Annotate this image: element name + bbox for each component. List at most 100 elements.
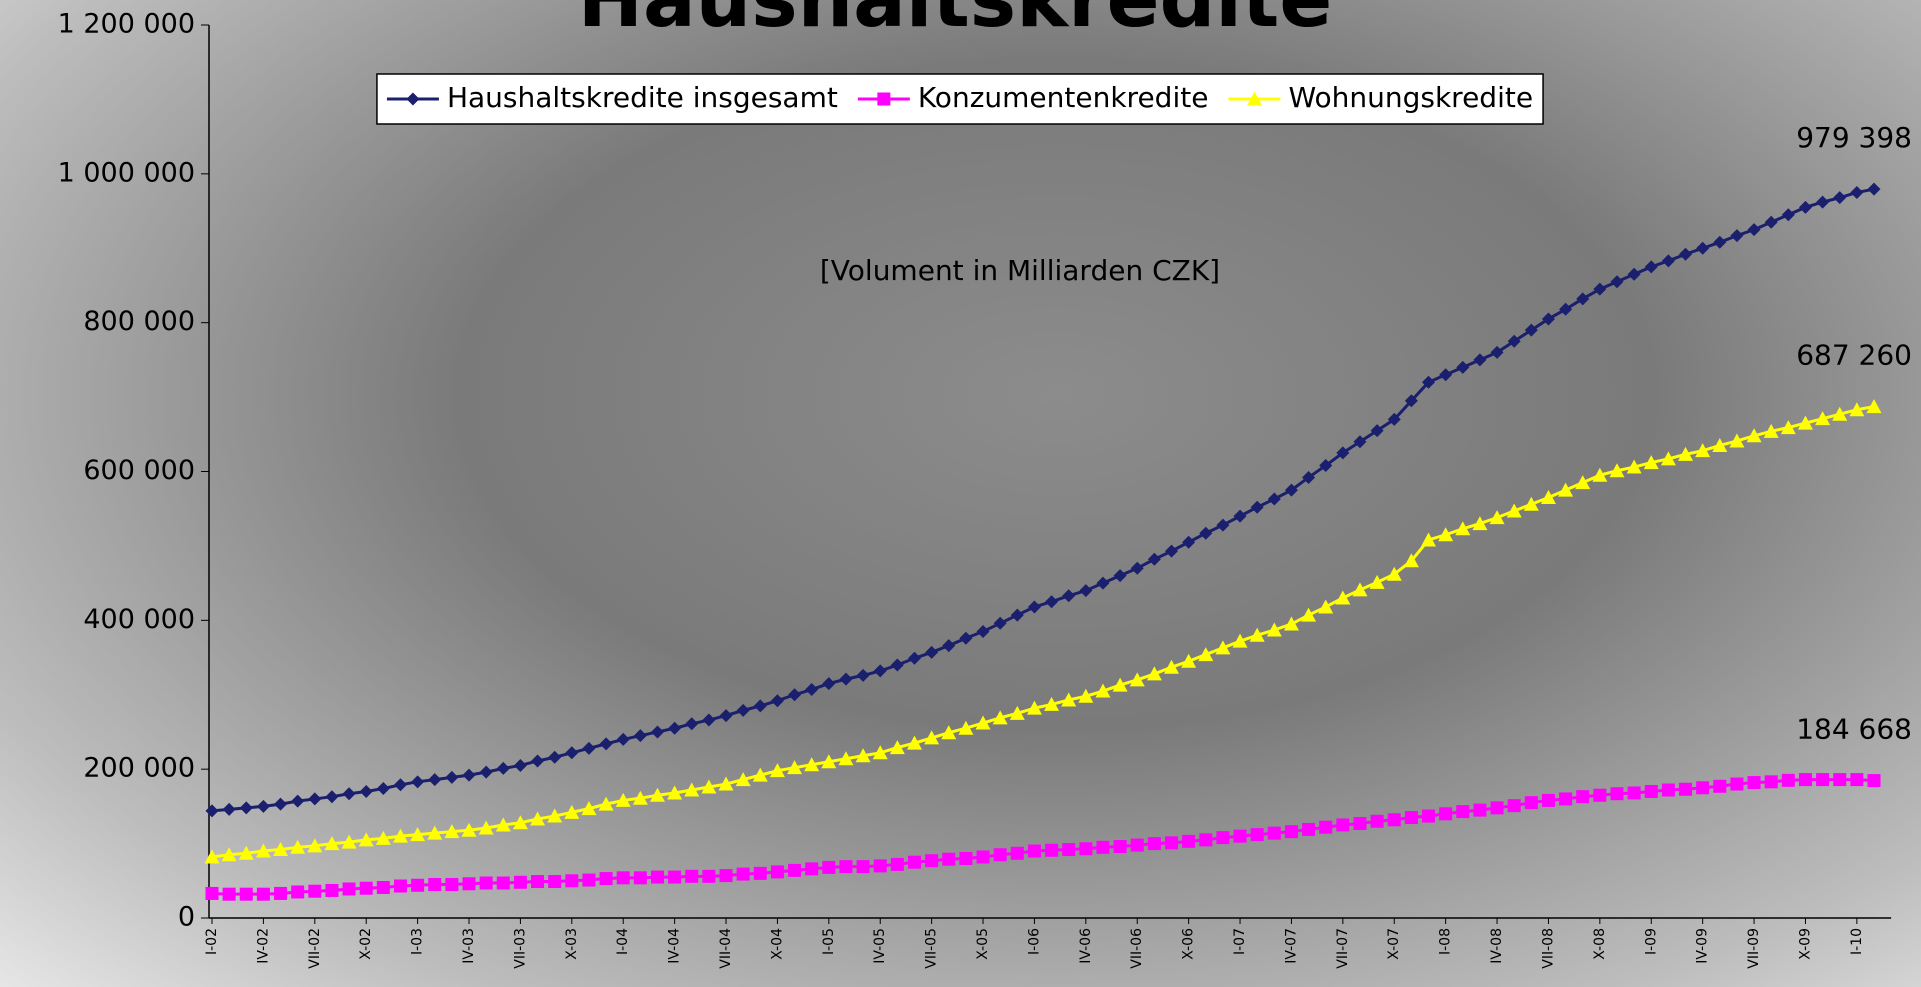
x-tick-label: I-06 [1026, 928, 1042, 955]
marker [924, 730, 940, 745]
marker [1096, 576, 1110, 590]
marker [1336, 446, 1350, 460]
marker [1798, 773, 1812, 787]
marker [565, 746, 579, 760]
marker [462, 877, 476, 891]
marker [719, 869, 733, 883]
marker [406, 92, 420, 106]
x-tick-label: X-08 [1592, 928, 1608, 960]
x-tick-label: VII-04 [718, 928, 734, 969]
marker [1609, 463, 1625, 478]
marker [1010, 846, 1024, 860]
marker [942, 852, 956, 866]
x-tick-label: VII-07 [1335, 928, 1351, 969]
marker [428, 773, 442, 787]
marker [1644, 260, 1658, 274]
marker [976, 850, 990, 864]
legend-label: Konzumentenkredite [918, 81, 1209, 114]
marker [445, 770, 459, 784]
marker [462, 768, 476, 782]
marker [1061, 692, 1077, 707]
marker [770, 865, 784, 879]
marker [1850, 773, 1864, 787]
marker [1798, 200, 1812, 214]
marker [752, 767, 768, 782]
y-tick-label: 1 200 000 [58, 9, 195, 40]
marker [598, 796, 614, 811]
marker [1439, 807, 1453, 821]
marker [1816, 773, 1830, 787]
marker [1130, 838, 1144, 852]
marker [1815, 411, 1831, 426]
x-tick-label: VII-09 [1746, 928, 1762, 969]
marker [1713, 235, 1727, 249]
marker [992, 710, 1008, 725]
marker [1421, 532, 1437, 547]
marker [770, 694, 784, 708]
marker [1284, 483, 1298, 497]
marker [1507, 334, 1521, 348]
marker [753, 866, 767, 880]
marker [1558, 482, 1574, 497]
x-tick-label: VII-05 [924, 928, 940, 969]
marker [736, 867, 750, 881]
marker [942, 639, 956, 653]
x-tick-label: X-05 [975, 928, 991, 960]
marker [1575, 475, 1591, 490]
marker [1490, 345, 1504, 359]
marker [411, 878, 425, 892]
marker [376, 782, 390, 796]
marker [1439, 368, 1453, 382]
marker [1730, 777, 1744, 791]
marker [1009, 705, 1025, 720]
marker [479, 765, 493, 779]
marker [1489, 510, 1505, 525]
marker [1422, 809, 1436, 823]
marker [308, 792, 322, 806]
marker [1199, 526, 1213, 540]
marker [821, 754, 837, 769]
marker [428, 878, 442, 892]
value-label: 979 398 [1796, 121, 1912, 154]
marker [496, 876, 510, 890]
marker [1747, 776, 1761, 790]
x-tick-label: I-05 [821, 928, 837, 955]
marker [445, 878, 459, 892]
marker [565, 874, 579, 888]
marker [1456, 360, 1470, 374]
marker [256, 799, 270, 813]
marker [1763, 423, 1779, 438]
value-label: 687 260 [1796, 339, 1912, 372]
marker [1010, 608, 1024, 622]
marker [359, 784, 373, 798]
marker [205, 886, 219, 900]
legend-box [376, 73, 1544, 125]
marker [787, 760, 803, 775]
marker [907, 651, 921, 665]
marker [668, 870, 682, 884]
marker [375, 830, 391, 845]
marker [1353, 435, 1367, 449]
legend: Haushaltskredite insgesamt Konzumentenkre… [376, 73, 1544, 125]
marker [1078, 688, 1094, 703]
marker [1199, 833, 1213, 847]
marker [1216, 518, 1230, 532]
marker [1113, 569, 1127, 583]
marker [1559, 792, 1573, 806]
marker [701, 779, 717, 794]
marker [1182, 834, 1196, 848]
marker [308, 884, 322, 898]
chart-subtitle: [Volument in Milliarden CZK] [820, 254, 1220, 287]
marker [324, 836, 340, 851]
marker [975, 715, 991, 730]
marker [1216, 831, 1230, 845]
marker [856, 860, 870, 874]
marker [1593, 282, 1607, 296]
marker [1576, 292, 1590, 306]
marker [1336, 818, 1350, 832]
marker [1797, 415, 1813, 430]
marker [993, 616, 1007, 630]
marker [1165, 544, 1179, 558]
x-tick-label: IV-07 [1283, 928, 1299, 964]
marker [805, 862, 819, 876]
